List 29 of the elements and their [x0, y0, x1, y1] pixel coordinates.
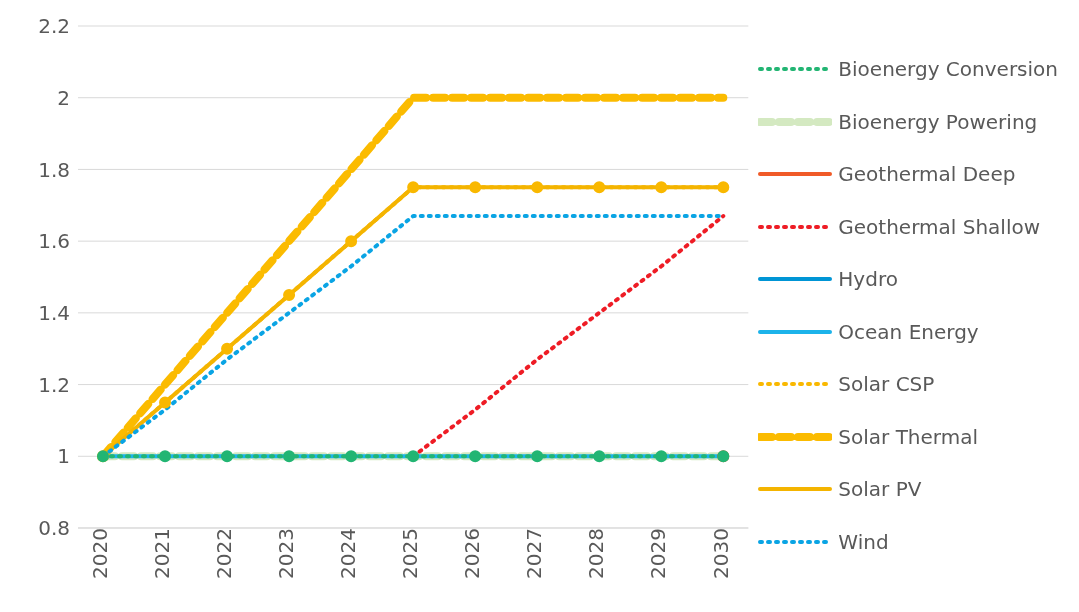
- x-tick-label: 2021: [150, 528, 175, 579]
- y-tick-label: 1.4: [38, 300, 70, 325]
- legend-label: Bioenergy Conversion: [838, 57, 1058, 82]
- legend-label: Wind: [838, 529, 889, 554]
- y-tick-label: 1.2: [38, 372, 70, 397]
- legend-label: Solar Thermal: [838, 424, 978, 449]
- x-tick-label: 2028: [584, 528, 609, 579]
- x-tick-label: 2024: [336, 528, 361, 579]
- x-tick-label: 2029: [646, 528, 671, 579]
- y-tick-label: 2.2: [38, 14, 70, 39]
- legend-label: Geothermal Deep: [838, 162, 1016, 187]
- legend-label: Solar PV: [838, 477, 922, 502]
- y-tick-label: 0.8: [38, 516, 70, 541]
- x-tick-label: 2023: [274, 528, 299, 579]
- x-tick-label: 2030: [708, 528, 733, 579]
- x-tick-label: 2026: [460, 528, 485, 579]
- legend-label: Solar CSP: [838, 372, 935, 397]
- x-tick-label: 2020: [88, 528, 113, 579]
- y-tick-label: 1.8: [38, 157, 70, 182]
- x-tick-label: 2027: [522, 528, 547, 579]
- y-tick-label: 1: [57, 444, 70, 469]
- legend-label: Hydro: [838, 267, 898, 292]
- x-tick-label: 2025: [398, 528, 423, 579]
- y-tick-label: 1.6: [38, 229, 70, 254]
- x-tick-label: 2022: [212, 528, 237, 579]
- legend-label: Bioenergy Powering: [838, 109, 1038, 134]
- legend-label: Geothermal Shallow: [838, 214, 1041, 239]
- y-tick-label: 2: [57, 85, 70, 110]
- legend-label: Ocean Energy: [838, 319, 979, 344]
